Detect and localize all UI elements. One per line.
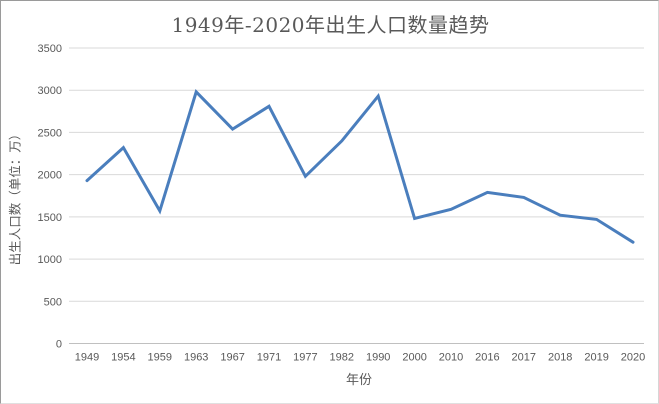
x-tick-label: 2017	[512, 352, 536, 364]
x-tick-label: 1949	[75, 352, 99, 364]
x-tick-label: 2010	[439, 352, 463, 364]
y-tick-label: 0	[56, 339, 62, 351]
x-tick-label: 2018	[548, 352, 572, 364]
x-tick-label: 1971	[257, 352, 281, 364]
chart-title: 1949年-2020年出生人口数量趋势	[171, 13, 490, 37]
y-tick-label: 1000	[38, 254, 62, 266]
x-tick-label: 1963	[184, 352, 208, 364]
y-tick-label: 3000	[38, 85, 62, 97]
x-tick-label: 1954	[111, 352, 135, 364]
x-tick-label: 2020	[621, 352, 645, 364]
x-tick-label: 1967	[220, 352, 244, 364]
x-tick-label: 2000	[402, 352, 426, 364]
y-tick-label: 2500	[38, 127, 62, 139]
x-tick-label: 2016	[475, 352, 499, 364]
x-tick-label: 1977	[293, 352, 317, 364]
y-tick-label: 500	[44, 296, 62, 308]
x-tick-label: 2019	[584, 352, 608, 364]
y-tick-label: 1500	[38, 212, 62, 224]
x-tick-label: 1959	[148, 352, 172, 364]
x-tick-label: 1982	[330, 352, 354, 364]
birth-trend-line	[85, 89, 635, 244]
x-tick-label: 1990	[366, 352, 390, 364]
x-axis-title: 年份	[345, 373, 372, 388]
y-tick-label: 2000	[38, 170, 62, 182]
y-tick-label: 3500	[38, 43, 62, 55]
